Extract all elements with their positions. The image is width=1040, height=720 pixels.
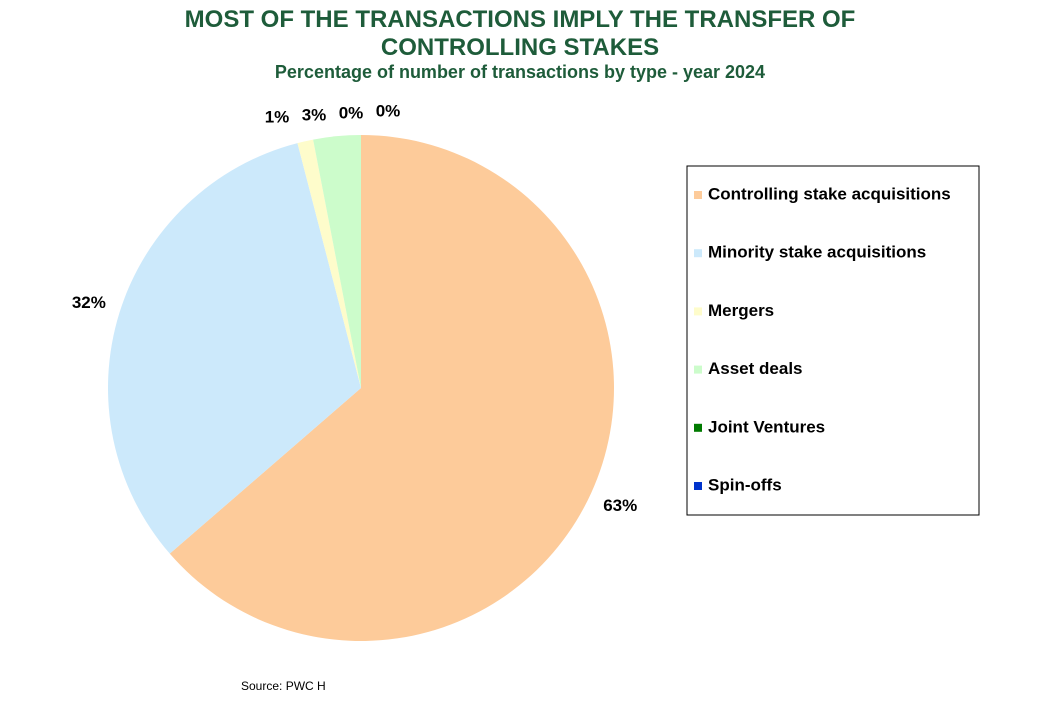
legend-swatch	[694, 191, 702, 199]
pie-slice	[107, 143, 361, 554]
legend-swatch	[694, 365, 702, 374]
data-label: 3%	[302, 105, 327, 124]
legend-label: Spin-offs	[708, 475, 782, 494]
legend-swatch	[694, 423, 702, 432]
legend-box	[686, 165, 980, 516]
pie-slice	[313, 135, 361, 388]
legend-label: Mergers	[708, 301, 774, 320]
data-label: 1%	[265, 107, 290, 126]
data-label: 32%	[72, 293, 106, 312]
chart-subtitle: Percentage of number of transactions by …	[274, 62, 766, 82]
source-note: Source: PWC H	[241, 679, 326, 693]
legend-swatch	[694, 249, 702, 258]
legend-label: Controlling stake acquisitions	[708, 184, 951, 203]
data-label: 0%	[376, 101, 401, 120]
legend-label: Joint Ventures	[708, 417, 825, 436]
data-label: 63%	[603, 496, 637, 515]
legend-swatch	[694, 307, 702, 316]
pie-slice	[297, 139, 361, 388]
data-label: 0%	[339, 103, 364, 122]
pie-slice	[169, 135, 615, 641]
chart-title: MOST OF THE TRANSACTIONS IMPLY THE TRANS…	[184, 6, 856, 61]
legend-swatch	[694, 482, 702, 490]
legend-label: Minority stake acquisitions	[708, 243, 926, 262]
legend-label: Asset deals	[708, 359, 803, 378]
